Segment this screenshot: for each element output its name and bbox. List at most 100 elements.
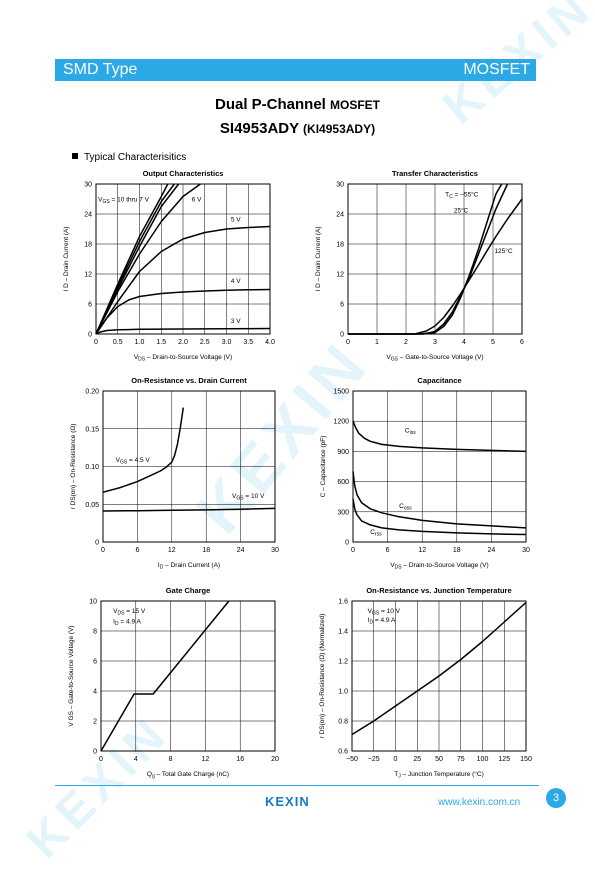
x-tick-label: 6	[135, 547, 139, 554]
annotation-label: 125°C	[494, 247, 512, 255]
series-line	[351, 601, 527, 736]
series-line	[95, 327, 271, 335]
y-tick-label: 8	[93, 629, 97, 636]
title-main: Dual P-Channel	[214, 96, 326, 113]
annotation-label: 4 V	[231, 278, 241, 285]
y-tick-label: 10	[89, 599, 97, 606]
series-line	[348, 198, 523, 335]
x-tick-label: 30	[271, 547, 279, 554]
annotation-label: Coss	[399, 503, 412, 512]
page-title: Dual P-Channel MOSFET	[0, 96, 595, 113]
x-tick-label: 5	[491, 339, 495, 346]
page-number-badge: 3	[546, 788, 566, 808]
plot-frame	[102, 390, 276, 543]
x-axis-label: VDS – Drain-to-Source Voltage (V)	[134, 354, 232, 363]
x-axis-label: VDS – Drain-to-Source Voltage (V)	[390, 562, 488, 571]
y-tick-label: 300	[337, 509, 349, 516]
y-tick-label: 0.8	[338, 719, 348, 726]
x-tick-label: 24	[237, 547, 245, 554]
y-axis-label: I D – Drain Current (A)	[63, 226, 70, 291]
y-tick-label: 6	[340, 302, 344, 309]
y-tick-label: 1.2	[338, 659, 348, 666]
y-tick-label: 1.6	[338, 599, 348, 606]
y-tick-label: 6	[93, 659, 97, 666]
series-line	[95, 225, 271, 335]
x-tick-label: 50	[435, 756, 443, 763]
header-bar: SMD Type MOSFET	[55, 59, 536, 81]
y-tick-label: 0.20	[85, 389, 99, 396]
x-tick-label: 3.0	[222, 339, 232, 346]
annotation-label: 25°C	[454, 207, 469, 215]
x-tick-label: 16	[236, 756, 244, 763]
part-number-alt: (KI4953ADY)	[303, 122, 376, 136]
x-tick-label: 4	[134, 756, 138, 763]
series-line	[348, 183, 509, 335]
x-tick-label: 6	[520, 339, 524, 346]
y-tick-label: 1200	[333, 419, 349, 426]
x-tick-label: 12	[202, 756, 210, 763]
y-tick-label: 24	[84, 212, 92, 219]
x-tick-label: 12	[168, 547, 176, 554]
plot-frame	[351, 600, 527, 752]
x-axis-label: VGS – Gate-to-Source Voltage (V)	[386, 354, 483, 363]
y-tick-label: 0	[88, 332, 92, 339]
annotation-label: VGS = 10 thru 7 V	[98, 197, 149, 206]
chart-4: 0 6 12 18 24 30030060090012001500CapacitanceV…	[320, 376, 530, 571]
y-axis-label: C – Capacitance (pF)	[320, 436, 327, 498]
y-tick-label: 1.4	[338, 629, 348, 636]
series-line	[100, 600, 230, 752]
annotation-label: Ciss	[405, 427, 416, 436]
plot-frame	[100, 600, 276, 752]
y-axis-label: r DS(on) – On-Resistance (Ω)	[70, 424, 77, 510]
x-tick-label: 125	[498, 756, 510, 763]
y-axis-label: r DS(on) – On-Resistance (Ω) (Normalized…	[319, 614, 326, 739]
x-tick-label: 20	[271, 756, 279, 763]
x-axis-label: ID – Drain Current (A)	[158, 562, 220, 571]
y-tick-label: 0	[95, 540, 99, 547]
x-tick-label: 0.5	[113, 339, 123, 346]
x-tick-label: 6	[386, 547, 390, 554]
x-tick-label: 30	[522, 547, 530, 554]
x-tick-label: 12	[418, 547, 426, 554]
annotation-label: ID = 4.9 A	[368, 617, 396, 626]
x-tick-label: 24	[488, 547, 496, 554]
series-line	[95, 183, 180, 335]
x-tick-label: 0	[351, 547, 355, 554]
x-tick-label: 75	[457, 756, 465, 763]
footer-url: www.kexin.com.cn	[438, 797, 521, 808]
chart-title: Output Characteristics	[143, 169, 224, 178]
y-tick-label: 18	[84, 242, 92, 249]
series-line	[348, 183, 503, 335]
y-tick-label: 0.05	[85, 502, 99, 509]
y-tick-label: 600	[337, 479, 349, 486]
y-tick-label: 1.0	[338, 689, 348, 696]
x-tick-label: 3	[433, 339, 437, 346]
charts-canvas: 0 0.5 1.0 1.5 2.0 2.5 3.0 3.5 4.00612182430Outpu…	[63, 169, 532, 780]
x-tick-label: 1	[375, 339, 379, 346]
x-tick-label: 25	[413, 756, 421, 763]
plot-frame	[352, 390, 527, 543]
chart-1: 0 0.5 1.0 1.5 2.0 2.5 3.0 3.5 4.0 0 6 12 18 24 30 Outpu…	[63, 169, 275, 363]
x-tick-label: 2	[404, 339, 408, 346]
annotation-label: 3 V	[231, 318, 241, 325]
x-axis-label: Qg – Total Gate Charge (nC)	[147, 771, 229, 780]
x-tick-label: 3.5	[243, 339, 253, 346]
chart-title: Transfer Characteristics	[392, 169, 478, 178]
series-line	[102, 507, 276, 512]
annotation-label: Crss	[370, 529, 382, 538]
part-number: SI4953ADY (KI4953ADY)	[0, 120, 595, 137]
x-tick-label: 0	[101, 547, 105, 554]
x-tick-label: 0	[346, 339, 350, 346]
y-tick-label: 0	[345, 540, 349, 547]
chart-5: 0 4 8 12 16 20 0 2 4 6 8 10 Gate Charge Qg – Total Ga…	[68, 586, 279, 780]
chart-6: −50 −25 0 25 50 75 100 125 150 0.6 0.8 1.0 1.2 1.4 1.6…	[319, 586, 532, 780]
y-tick-label: 24	[336, 212, 344, 219]
y-tick-label: 4	[93, 689, 97, 696]
x-tick-label: 8	[169, 756, 173, 763]
y-tick-label: 12	[84, 272, 92, 279]
x-tick-label: 2.0	[178, 339, 188, 346]
x-tick-label: 0	[94, 339, 98, 346]
y-tick-label: 0.10	[85, 464, 99, 471]
section-label: Typical Characterisitics	[84, 152, 187, 163]
y-axis-label: I D – Drain Current (A)	[315, 226, 322, 291]
